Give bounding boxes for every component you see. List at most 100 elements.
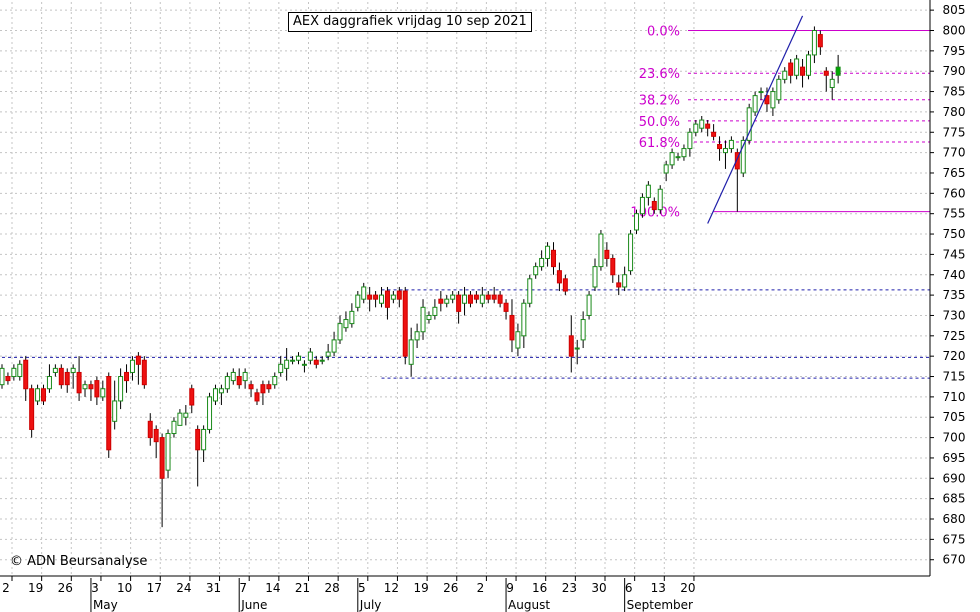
candle-up xyxy=(301,363,307,366)
candle-up xyxy=(284,359,290,369)
candle-down xyxy=(384,290,390,308)
x-tick-label: 26 xyxy=(443,581,458,595)
candle-up xyxy=(420,306,426,333)
y-tick-label: 720 xyxy=(943,349,966,363)
candle-down xyxy=(396,290,402,300)
candle-up xyxy=(343,319,349,329)
candle-down xyxy=(509,314,515,341)
y-tick-label: 805 xyxy=(943,3,966,17)
candle-up xyxy=(444,298,450,304)
y-tick-label: 765 xyxy=(943,166,966,180)
candle-up xyxy=(450,294,456,300)
x-tick-label: 13 xyxy=(651,581,666,595)
y-tick-label: 770 xyxy=(943,146,966,160)
y-tick-label: 785 xyxy=(943,85,966,99)
candle-up xyxy=(462,294,468,304)
candle-up xyxy=(574,347,580,350)
candle-up xyxy=(527,278,533,304)
candle-up xyxy=(634,213,640,231)
candle-up xyxy=(337,323,343,341)
candle-down xyxy=(248,384,254,390)
candle-up xyxy=(331,339,337,353)
candle-up xyxy=(722,148,728,154)
candle-down xyxy=(94,380,100,398)
candle-down xyxy=(373,294,379,300)
x-tick-label: 3 xyxy=(91,581,99,595)
y-tick-label: 790 xyxy=(943,64,966,78)
candle-up xyxy=(681,148,687,158)
candle-down xyxy=(135,355,141,365)
y-tick-label: 675 xyxy=(943,532,966,546)
candle-up xyxy=(699,119,705,129)
candle-down xyxy=(438,298,444,304)
candle-down xyxy=(817,34,823,48)
y-tick-label: 700 xyxy=(943,431,966,445)
candle-up xyxy=(794,58,800,76)
month-label: May xyxy=(93,598,118,612)
candle-down xyxy=(147,420,153,439)
y-tick-label: 800 xyxy=(943,23,966,37)
candles xyxy=(0,26,841,528)
candle-up xyxy=(52,367,58,373)
candle-up xyxy=(675,156,681,159)
candle-down xyxy=(64,371,70,386)
candle-down xyxy=(616,282,622,288)
y-tick-label: 760 xyxy=(943,186,966,200)
candle-down xyxy=(313,359,319,365)
candle-up xyxy=(35,388,41,402)
candle-down xyxy=(23,359,29,390)
candle-up xyxy=(207,396,213,430)
candle-up xyxy=(361,286,367,300)
y-tick-label: 670 xyxy=(943,553,966,567)
candle-down xyxy=(711,131,717,137)
candle-up xyxy=(390,294,396,300)
candle-down xyxy=(556,270,562,284)
y-tick-label: 715 xyxy=(943,370,966,384)
candle-down xyxy=(705,123,711,129)
candle-up xyxy=(0,367,5,386)
candle-up xyxy=(758,91,764,94)
y-tick-label: 745 xyxy=(943,247,966,261)
candle-up xyxy=(129,359,135,373)
candle-down xyxy=(717,143,723,150)
y-tick-label: 685 xyxy=(943,492,966,506)
candle-down xyxy=(503,302,509,312)
x-tick-label: 21 xyxy=(295,581,310,595)
fibonacci-retracement: 0.0%23.6%38.2%50.0%61.8%100.0% xyxy=(630,24,930,221)
candle-down xyxy=(5,376,11,382)
candle-up xyxy=(82,384,88,390)
candle-up xyxy=(17,363,23,378)
candle-up xyxy=(278,363,284,373)
candle-up xyxy=(752,95,758,113)
x-tick-label: 23 xyxy=(562,581,577,595)
x-tick-label: 12 xyxy=(384,581,399,595)
candle-down xyxy=(76,371,82,394)
candle-up xyxy=(11,367,17,378)
candle-down xyxy=(402,290,408,357)
candle-down xyxy=(550,249,556,268)
candle-up xyxy=(645,184,651,198)
x-tick-label: 17 xyxy=(147,581,162,595)
x-tick-label: 14 xyxy=(265,581,280,595)
candle-down xyxy=(58,367,64,386)
candle-up xyxy=(805,54,811,76)
candle-down xyxy=(764,95,770,105)
y-tick-label: 740 xyxy=(943,268,966,282)
candle-up xyxy=(580,319,586,341)
fib-level-label: 23.6% xyxy=(639,67,680,82)
month-label: September xyxy=(627,598,693,612)
candle-down xyxy=(195,428,201,451)
candle-up xyxy=(165,433,171,471)
y-tick-label: 735 xyxy=(943,288,966,302)
y-tick-label: 680 xyxy=(943,512,966,526)
candle-down xyxy=(485,294,491,300)
candle-up xyxy=(177,412,183,426)
x-tick-label: 6 xyxy=(625,581,633,595)
candle-down xyxy=(823,70,829,76)
candle-up xyxy=(586,294,592,316)
candle-up xyxy=(746,107,752,141)
candle-down xyxy=(604,249,610,259)
candle-up xyxy=(272,376,278,386)
candle-up xyxy=(770,91,776,109)
candle-up xyxy=(639,196,645,215)
